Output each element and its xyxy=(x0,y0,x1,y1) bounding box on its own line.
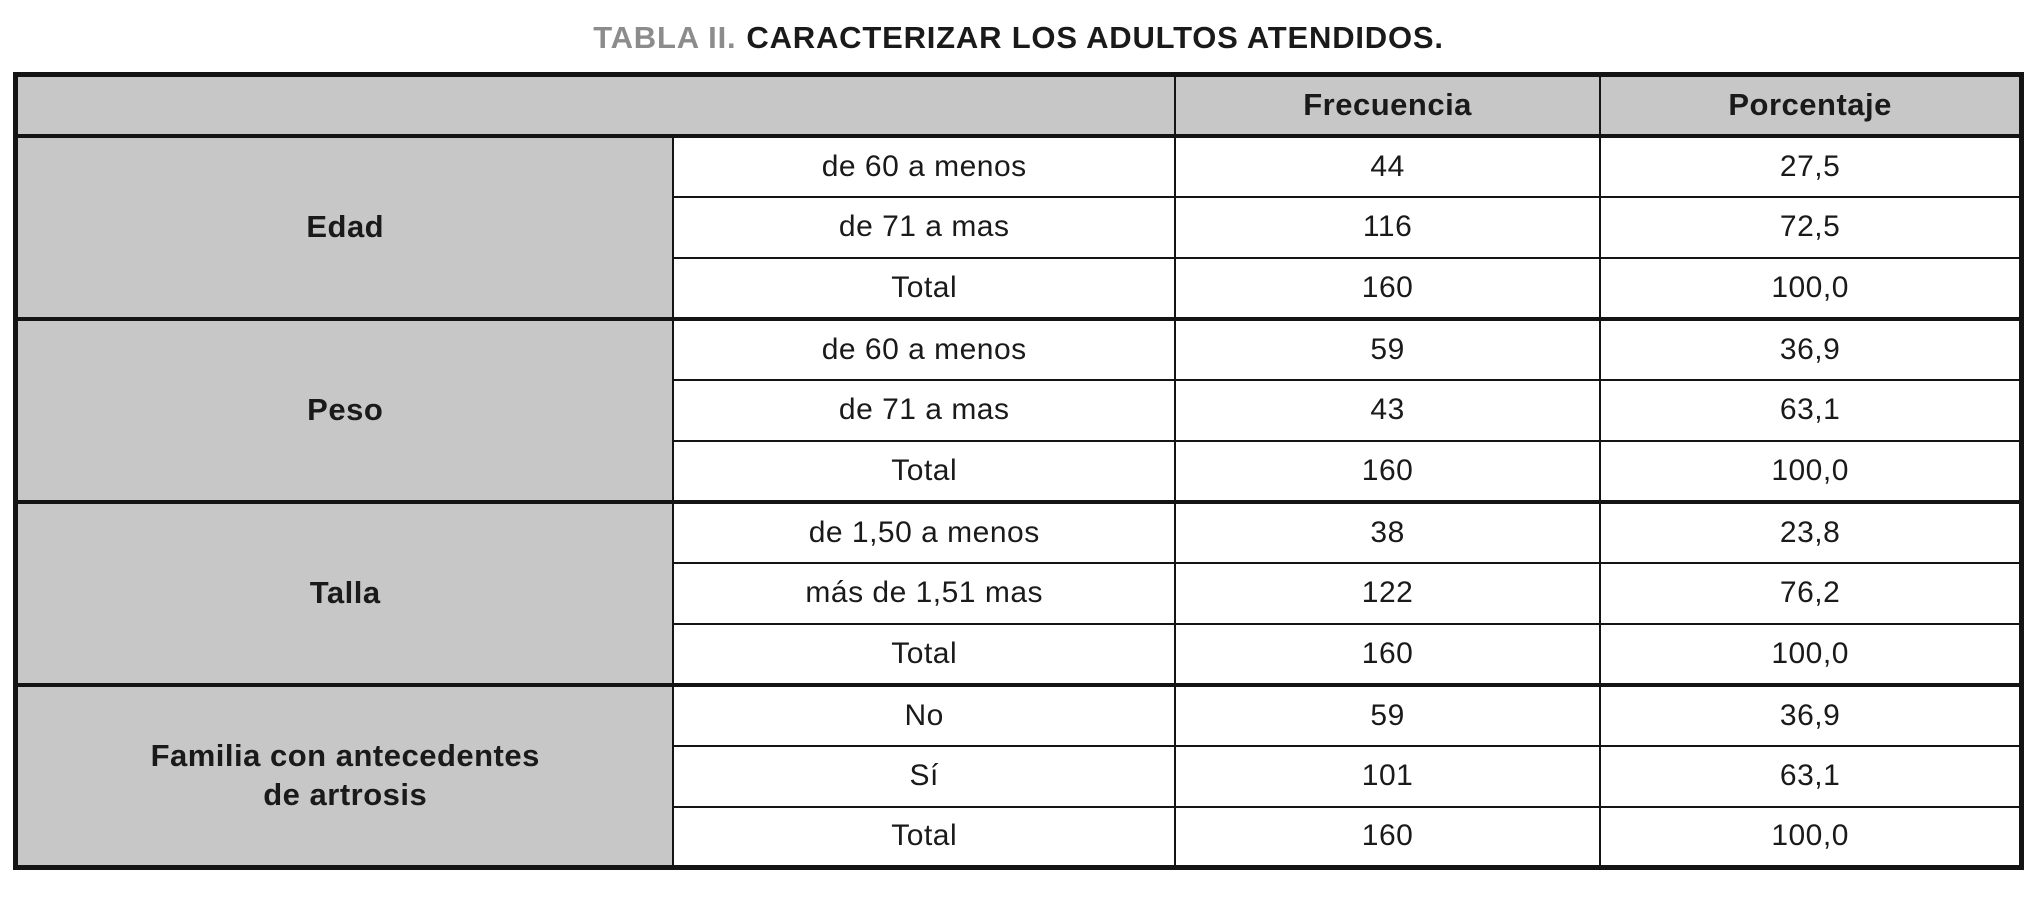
column-header-frecuencia: Frecuencia xyxy=(1173,73,1602,138)
frequency-cell: 116 xyxy=(1173,195,1602,259)
table-row: Peso de 60 a menos 59 36,9 xyxy=(14,316,2023,503)
percentage-cell: 100,0 xyxy=(1599,805,2023,869)
row-label-cell: Sí xyxy=(672,744,1176,808)
percentage-cell: 100,0 xyxy=(1599,439,2023,503)
corner-cell xyxy=(14,73,1176,138)
row-label-cell: Total xyxy=(672,622,1176,686)
percentage-cell: 36,9 xyxy=(1599,316,2023,381)
table-row: Total 160 100,0 xyxy=(16,622,2023,686)
category-cell-talla: Talla xyxy=(14,499,675,686)
category-cell-peso: Peso xyxy=(14,316,675,503)
row-label-cell: de 71 a mas xyxy=(672,195,1176,259)
table-caption-text: CARACTERIZAR LOS ADULTOS ATENDIDOS. xyxy=(746,20,1444,55)
frequency-cell: 38 xyxy=(1173,499,1602,564)
table-row: Total 160 100,0 xyxy=(16,439,2023,503)
percentage-cell: 36,9 xyxy=(1599,682,2023,747)
table-row: de 71 a mas 43 63,1 xyxy=(16,378,2023,442)
frequency-cell: 101 xyxy=(1173,744,1602,808)
frequency-cell: 122 xyxy=(1173,561,1602,625)
row-label-cell: Total xyxy=(672,256,1176,320)
percentage-cell: 100,0 xyxy=(1599,622,2023,686)
percentage-cell: 100,0 xyxy=(1599,256,2023,320)
page: TABLA II. CARACTERIZAR LOS ADULTOS ATENDI… xyxy=(13,20,2024,870)
data-table: Frecuencia Porcentaje Edad de 60 a menos… xyxy=(13,72,2024,870)
row-label-cell: Total xyxy=(672,439,1176,503)
table-row: Familia con antecedentes de artrosis No … xyxy=(14,682,2023,869)
row-label-cell: de 1,50 a menos xyxy=(672,499,1176,564)
row-label-cell: de 71 a mas xyxy=(672,378,1176,442)
frequency-cell: 160 xyxy=(1173,256,1602,320)
header-row: Frecuencia Porcentaje xyxy=(14,73,2023,138)
percentage-cell: 27,5 xyxy=(1599,133,2023,198)
column-header-porcentaje: Porcentaje xyxy=(1599,73,2023,138)
table-row: Total 160 100,0 xyxy=(16,805,2023,869)
table-row: Edad de 60 a menos 44 27,5 xyxy=(14,133,2023,320)
percentage-cell: 76,2 xyxy=(1599,561,2023,625)
row-label-cell: de 60 a menos xyxy=(672,316,1176,381)
row-label-cell: No xyxy=(672,682,1176,747)
category-cell-edad: Edad xyxy=(14,133,675,320)
table-caption-label: TABLA II. xyxy=(593,20,737,55)
category-cell-familia-antecedentes: Familia con antecedentes de artrosis xyxy=(14,682,675,869)
frequency-cell: 160 xyxy=(1173,805,1602,869)
percentage-cell: 72,5 xyxy=(1599,195,2023,259)
table-row: de 71 a mas 116 72,5 xyxy=(16,195,2023,259)
frequency-cell: 44 xyxy=(1173,133,1602,198)
table-row: Talla de 1,50 a menos 38 23,8 xyxy=(14,499,2023,686)
table-row: Total 160 100,0 xyxy=(16,256,2023,320)
percentage-cell: 63,1 xyxy=(1599,378,2023,442)
row-label-cell: Total xyxy=(672,805,1176,869)
percentage-cell: 63,1 xyxy=(1599,744,2023,808)
frequency-cell: 59 xyxy=(1173,316,1602,381)
table-row: Sí 101 63,1 xyxy=(16,744,2023,808)
frequency-cell: 59 xyxy=(1173,682,1602,747)
frequency-cell: 160 xyxy=(1173,622,1602,686)
frequency-cell: 160 xyxy=(1173,439,1602,503)
table-caption: TABLA II. CARACTERIZAR LOS ADULTOS ATENDI… xyxy=(13,20,2024,56)
frequency-cell: 43 xyxy=(1173,378,1602,442)
row-label-cell: más de 1,51 mas xyxy=(672,561,1176,625)
table-row: más de 1,51 mas 122 76,2 xyxy=(16,561,2023,625)
percentage-cell: 23,8 xyxy=(1599,499,2023,564)
row-label-cell: de 60 a menos xyxy=(672,133,1176,198)
